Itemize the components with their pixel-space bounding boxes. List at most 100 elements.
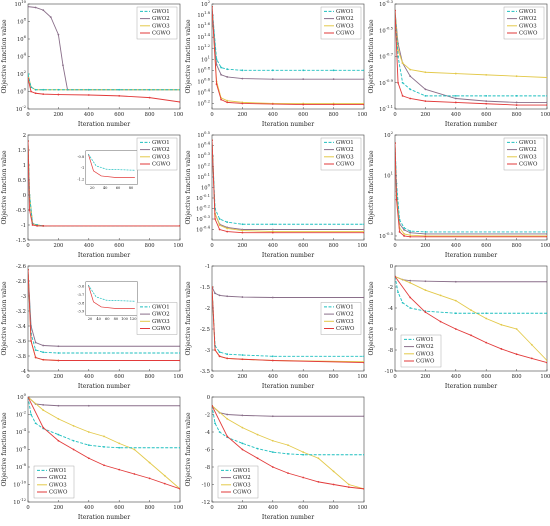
data-point-gwo3: [485, 317, 488, 320]
data-point-gwo2: [515, 101, 518, 104]
x-tick-label: 600: [298, 243, 308, 249]
legend-label: GWO1: [49, 468, 67, 474]
data-point-cgwo: [287, 472, 289, 475]
data-point-gwo2: [424, 280, 427, 283]
y-tick-label: -0.5: [16, 208, 26, 214]
y-tick-label: -1: [205, 264, 210, 270]
legend-label: GWO2: [152, 312, 170, 318]
data-point-cgwo: [347, 486, 350, 489]
data-point-cgwo: [34, 356, 37, 359]
legend-label: GWO3: [416, 351, 434, 357]
x-tick-label: 200: [237, 112, 247, 118]
data-point-gwo2: [220, 73, 223, 76]
data-point-cgwo: [332, 103, 335, 106]
y-tick-label: 1.5: [18, 148, 26, 154]
x-tick-label: 400: [451, 374, 461, 380]
inset-x-tick-label: 60: [116, 186, 121, 190]
data-point-cgwo: [485, 341, 488, 344]
y-tick-exponent: 2: [208, 0, 211, 4]
data-point-gwo2: [49, 16, 52, 19]
inset-x-tick-label: 40: [103, 186, 108, 190]
y-axis-label: Objective function value: [1, 150, 8, 224]
y-tick-exponent: 1: [208, 54, 210, 59]
data-point-cgwo: [103, 464, 105, 467]
x-tick-label: 1000: [540, 374, 550, 380]
data-point-cgwo: [398, 231, 401, 233]
data-point-gwo2: [226, 295, 229, 298]
data-point-gwo3: [409, 234, 412, 237]
chart-panel-4: 0 200 400 600 800 1000 -1.5 -1 -0.5 0 0.5 1 1.5 2 Iter…: [1, 133, 183, 259]
x-tick-label: 0: [26, 505, 29, 511]
data-point-gwo1: [546, 231, 547, 233]
data-point-gwo1: [215, 58, 218, 61]
y-tick-label: 10-10: [13, 480, 26, 489]
data-point-cgwo: [179, 101, 180, 103]
data-point-gwo1: [148, 88, 151, 91]
data-point-gwo1: [271, 223, 274, 226]
legend-label: GWO1: [152, 9, 170, 15]
data-point-cgwo: [212, 404, 213, 407]
data-point-gwo1: [401, 81, 404, 84]
y-tick-label: -2: [205, 413, 210, 419]
data-point-cgwo: [57, 93, 60, 96]
legend-label: GWO1: [152, 305, 170, 311]
data-point-gwo2: [42, 344, 45, 347]
y-tick-label: -10: [202, 483, 210, 489]
data-point-cgwo: [87, 94, 90, 96]
data-point-cgwo: [424, 311, 427, 314]
legend-box: [503, 6, 545, 40]
legend-label: GWO1: [336, 305, 354, 311]
data-point-cgwo: [409, 97, 412, 100]
data-point-gwo1: [409, 230, 412, 233]
x-tick-label: 800: [145, 243, 155, 249]
data-point-cgwo: [401, 94, 404, 97]
data-point-gwo3: [317, 457, 320, 460]
y-tick-label: -6: [388, 327, 393, 333]
legend-label: GWO3: [519, 23, 537, 29]
data-point-cgwo: [28, 268, 29, 271]
y-tick-exponent: -0.1: [203, 193, 210, 198]
x-tick-label: 400: [268, 243, 278, 249]
x-tick-label: 400: [84, 243, 94, 249]
inset-series-line-cgwo: [88, 154, 135, 178]
data-point-gwo2: [218, 294, 221, 297]
data-point-cgwo: [214, 218, 216, 220]
data-point-cgwo: [241, 231, 244, 234]
data-point-gwo1: [363, 69, 364, 72]
x-tick-label: 200: [237, 505, 247, 511]
series-line-cgwo: [28, 269, 180, 361]
data-point-cgwo: [241, 448, 244, 451]
y-tick-label: -6: [205, 448, 210, 454]
y-tick-exponent: 0.6: [204, 76, 211, 81]
y-axis-label: Objective function value: [368, 19, 375, 93]
data-point-cgwo: [42, 426, 45, 429]
legend-label: CGWO: [416, 359, 435, 365]
y-tick-label: -3.4: [16, 324, 27, 330]
data-point-cgwo: [212, 5, 213, 8]
data-point-gwo1: [424, 231, 427, 233]
data-point-gwo2: [241, 414, 244, 417]
data-point-cgwo: [395, 275, 396, 278]
data-point-gwo1: [214, 422, 216, 425]
y-tick-exponent: -4: [22, 427, 26, 432]
y-tick-label: 0: [23, 193, 26, 199]
data-point-gwo1: [28, 73, 29, 75]
chart-panel-11: 0 200 400 600 800 1000 -12 -10 -8 -6 -4 -2 0 Iteratio…: [185, 395, 367, 521]
inset-y-tick-label: -1: [81, 166, 85, 170]
series-line-cgwo: [28, 140, 180, 227]
y-axis-label: Objective function value: [368, 150, 375, 224]
inset-y-tick-label: -3.9: [77, 310, 85, 314]
data-point-gwo1: [34, 88, 37, 91]
x-tick-label: 0: [210, 243, 213, 249]
y-tick-exponent: -0.4: [203, 225, 211, 230]
data-point-gwo2: [57, 33, 60, 36]
y-tick-exponent: 2: [391, 131, 394, 135]
x-tick-label: 600: [481, 374, 491, 380]
data-point-gwo2: [403, 229, 406, 231]
y-tick-label: 10-8: [16, 462, 27, 471]
y-tick-label: 102: [384, 131, 394, 139]
legend-label: GWO2: [519, 16, 537, 22]
